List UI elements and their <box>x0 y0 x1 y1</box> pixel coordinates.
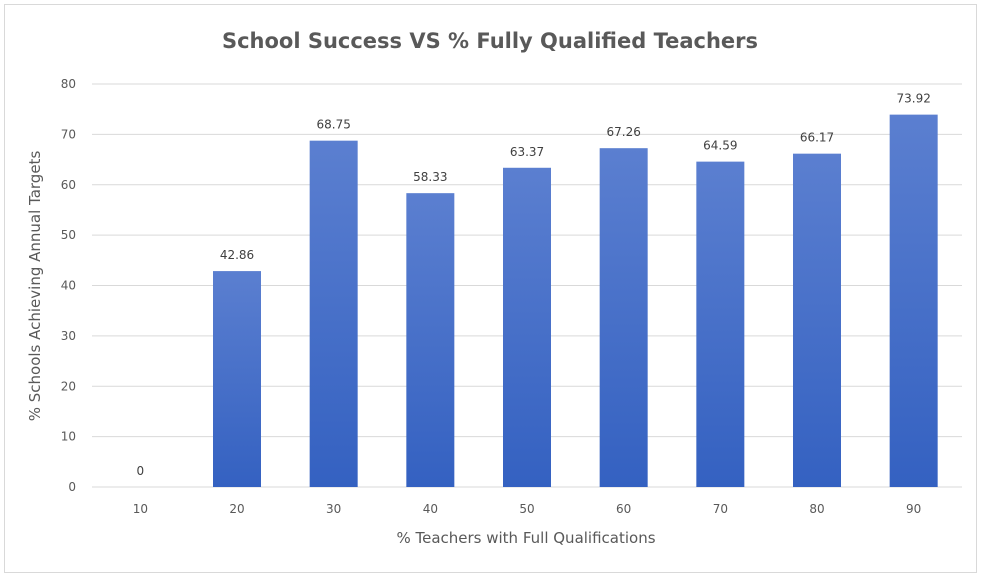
bar-30 <box>309 140 358 487</box>
y-tick-label: 40 <box>61 279 76 293</box>
x-tick-label: 30 <box>326 502 341 516</box>
y-tick-label: 30 <box>61 329 76 343</box>
data-label-40: 58.33 <box>413 170 447 184</box>
bar-20 <box>213 271 261 487</box>
data-label-20: 42.86 <box>220 248 254 262</box>
chart-title: School Success VS % Fully Qualified Teac… <box>222 29 758 53</box>
x-tick-label: 50 <box>519 502 534 516</box>
bar-70 <box>696 161 745 487</box>
y-tick-label: 10 <box>61 430 76 444</box>
data-label-80: 66.17 <box>800 131 834 145</box>
bars <box>213 114 938 488</box>
data-label-50: 63.37 <box>510 145 544 159</box>
y-axis-ticks: 0 10 20 30 40 50 60 70 80 <box>61 77 76 494</box>
x-tick-label: 10 <box>133 502 148 516</box>
data-label-10: 0 <box>137 464 145 478</box>
x-tick-label: 90 <box>906 502 921 516</box>
y-tick-label: 60 <box>61 178 76 192</box>
bar-90 <box>889 114 938 488</box>
bar-60 <box>599 148 648 488</box>
x-axis-ticks: 10 20 30 40 50 60 70 80 90 <box>133 502 922 516</box>
data-label-60: 67.26 <box>606 125 640 139</box>
y-tick-label: 80 <box>61 77 76 91</box>
bar-40 <box>406 193 455 487</box>
x-tick-label: 70 <box>713 502 728 516</box>
x-tick-label: 20 <box>229 502 244 516</box>
y-tick-label: 0 <box>68 480 76 494</box>
data-label-70: 64.59 <box>703 139 737 153</box>
y-tick-label: 50 <box>61 228 76 242</box>
data-label-30: 68.75 <box>316 118 350 132</box>
x-tick-label: 40 <box>423 502 438 516</box>
data-labels: 0 42.86 68.75 58.33 63.37 67.26 64.59 66.17 73.9… <box>137 92 931 478</box>
x-axis-label: % Teachers with Full Qualifications <box>396 529 655 547</box>
data-label-90: 73.92 <box>896 92 930 106</box>
bar-80 <box>793 153 841 487</box>
x-tick-label: 60 <box>616 502 631 516</box>
bar-50 <box>503 167 551 487</box>
y-tick-label: 70 <box>61 127 76 141</box>
x-tick-label: 80 <box>809 502 824 516</box>
y-tick-label: 20 <box>61 379 76 393</box>
y-axis-label: % Schools Achieving Annual Targets <box>26 151 44 422</box>
